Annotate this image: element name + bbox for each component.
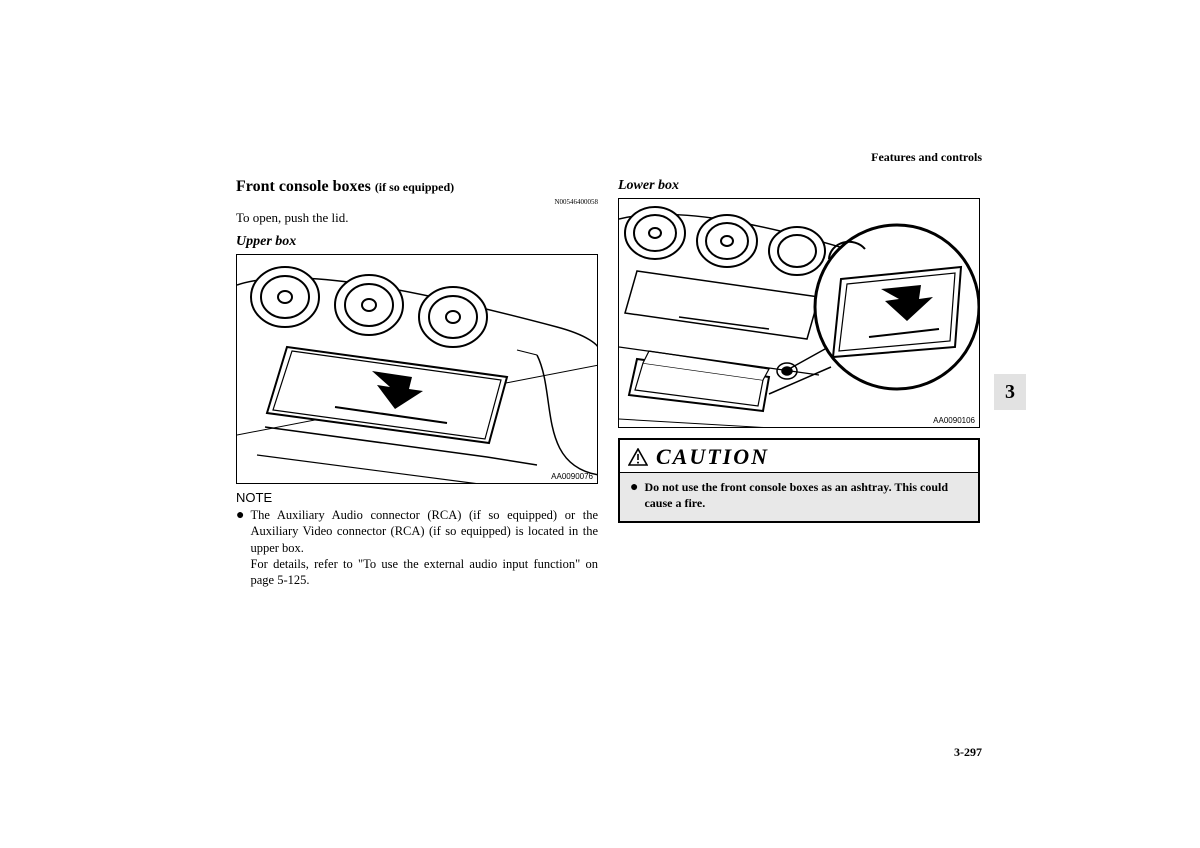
right-column: Lower box bbox=[618, 178, 980, 523]
lower-box-figure: AA0090106 bbox=[618, 198, 980, 428]
section-title-row: Front console boxes (if so equipped) bbox=[236, 178, 598, 196]
note-line-2: For details, refer to "To use the extern… bbox=[250, 557, 598, 587]
doc-id: N00546400058 bbox=[236, 198, 598, 206]
page-number: 3-297 bbox=[954, 745, 982, 760]
caution-text: Do not use the front console boxes as an… bbox=[644, 479, 968, 511]
caution-body: ● Do not use the front console boxes as … bbox=[620, 473, 978, 521]
note-bullet-icon: ● bbox=[236, 507, 244, 588]
lower-box-subhead: Lower box bbox=[618, 178, 980, 194]
lower-box-svg bbox=[619, 199, 980, 428]
intro-text: To open, push the lid. bbox=[236, 210, 598, 226]
note-text: The Auxiliary Audio connector (RCA) (if … bbox=[250, 507, 598, 588]
caution-box: CAUTION ● Do not use the front console b… bbox=[618, 438, 980, 523]
section-title: Front console boxes bbox=[236, 178, 375, 195]
section-title-sub: (if so equipped) bbox=[375, 180, 454, 194]
upper-box-subhead: Upper box bbox=[236, 234, 598, 250]
header-category: Features and controls bbox=[871, 150, 982, 165]
caution-header: CAUTION bbox=[620, 440, 978, 473]
note-body: ● The Auxiliary Audio connector (RCA) (i… bbox=[236, 507, 598, 588]
caution-bullet-icon: ● bbox=[630, 479, 638, 511]
figure-id-lower: AA0090106 bbox=[933, 416, 975, 425]
upper-box-figure: AA0090076 bbox=[236, 254, 598, 484]
note-line-1: The Auxiliary Audio connector (RCA) (if … bbox=[250, 508, 598, 555]
upper-box-svg bbox=[237, 255, 598, 484]
manual-page: Features and controls Front console boxe… bbox=[236, 150, 982, 760]
chapter-tab: 3 bbox=[994, 374, 1026, 410]
caution-title: CAUTION bbox=[656, 444, 769, 470]
left-column: Front console boxes (if so equipped) N00… bbox=[236, 178, 598, 588]
figure-id-upper: AA0090076 bbox=[551, 472, 593, 481]
note-heading: NOTE bbox=[236, 490, 598, 505]
warning-icon bbox=[628, 448, 648, 466]
